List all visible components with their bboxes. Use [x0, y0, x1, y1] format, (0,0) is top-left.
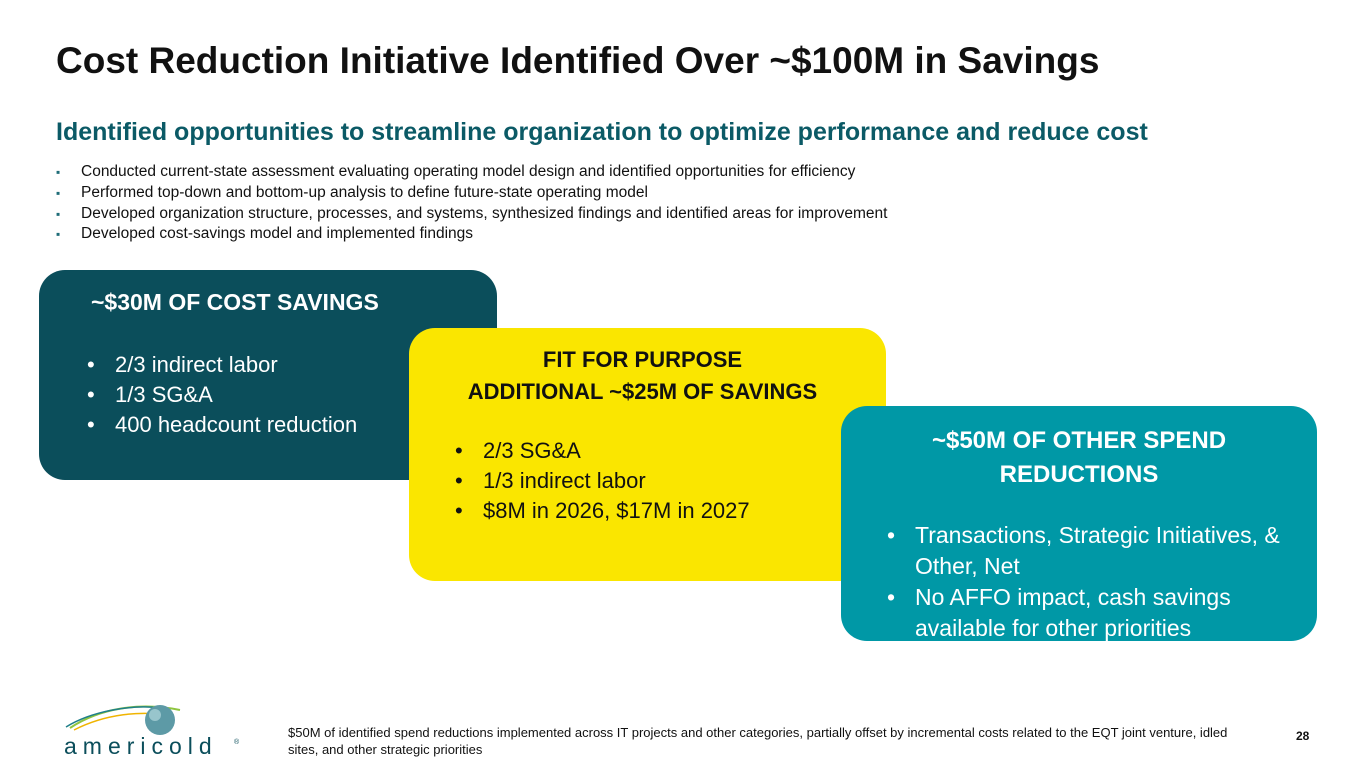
page-number: 28 [1296, 729, 1310, 743]
list-item: 1/3 indirect labor [455, 466, 750, 496]
summary-bullet-list: ▪ Conducted current-state assessment eval… [56, 162, 887, 245]
heading-line: ADDITIONAL ~$25M OF SAVINGS [467, 379, 818, 404]
globe-icon [145, 705, 175, 735]
cost-savings-list: 2/3 indirect labor 1/3 SG&A 400 headcoun… [87, 350, 357, 440]
list-item: $8M in 2026, $17M in 2027 [455, 496, 750, 526]
bullet-square-icon: ▪ [56, 206, 61, 221]
summary-bullet: ▪ Developed cost-savings model and implem… [56, 224, 887, 245]
registered-mark: ® [234, 738, 240, 746]
list-item: 2/3 indirect labor [87, 350, 357, 380]
globe-highlight [149, 709, 161, 721]
bullet-square-icon: ▪ [56, 165, 61, 179]
list-item: Transactions, Strategic Initiatives, & O… [887, 520, 1307, 582]
footnote: $50M of identified spend reductions impl… [288, 725, 1228, 757]
fit-for-purpose-heading: FIT FOR PURPOSE ADDITIONAL ~$25M OF SAVI… [404, 344, 881, 408]
cost-savings-heading: ~$30M OF COST SAVINGS [91, 289, 379, 315]
logo-swoosh-teal [65, 706, 161, 728]
summary-bullet: ▪ Performed top-down and bottom-up analys… [56, 183, 887, 204]
fit-for-purpose-list: 2/3 SG&A 1/3 indirect labor $8M in 2026,… [455, 436, 750, 526]
fit-for-purpose-card: FIT FOR PURPOSE ADDITIONAL ~$25M OF SAVI… [409, 328, 886, 581]
logo-wordmark: americold [64, 733, 218, 759]
other-spend-heading: ~$50M OF OTHER SPEND REDUCTIONS [931, 427, 1227, 488]
heading-line: FIT FOR PURPOSE [542, 347, 743, 372]
summary-bullet: ▪ Developed organization structure, proce… [56, 204, 887, 225]
bullet-square-icon: ▪ [56, 185, 61, 200]
summary-bullet: ▪ Conducted current-state assessment eval… [56, 162, 887, 183]
other-spend-list: Transactions, Strategic Initiatives, & O… [887, 520, 1307, 644]
list-item: 1/3 SG&A [87, 380, 357, 410]
americold-logo: americold ® [64, 705, 240, 759]
bullet-square-icon: ▪ [56, 227, 61, 242]
list-item: 2/3 SG&A [455, 436, 750, 466]
list-item: No AFFO impact, cash savings available f… [887, 582, 1307, 644]
other-spend-card: ~$50M OF OTHER SPEND REDUCTIONS Transact… [841, 406, 1317, 641]
page-subtitle: Identified opportunities to streamline o… [56, 118, 1148, 146]
page-title: Cost Reduction Initiative Identified Ove… [56, 40, 1100, 81]
list-item: 400 headcount reduction [87, 410, 357, 440]
